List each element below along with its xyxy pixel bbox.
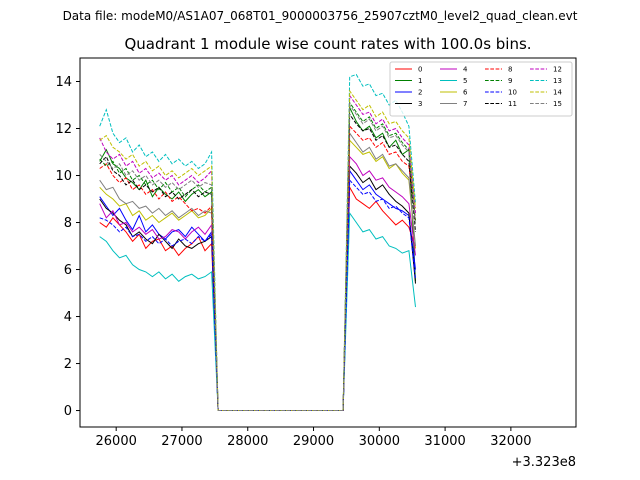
- series-line-11: [99, 112, 416, 411]
- legend-label-9: 9: [508, 77, 512, 85]
- series-line-10: [99, 178, 416, 411]
- y-tick-label: 2: [64, 357, 72, 372]
- x-offset-label: +3.323e8: [512, 455, 576, 470]
- x-tick-label: 26000: [96, 434, 137, 449]
- legend-label-1: 1: [418, 77, 422, 85]
- series-line-14: [99, 89, 416, 411]
- y-tick-label: 12: [55, 122, 72, 137]
- x-tick-label: 29000: [293, 434, 334, 449]
- series-line-0: [99, 185, 416, 411]
- chart-title: Quadrant 1 module wise count rates with …: [124, 35, 531, 53]
- legend-label-6: 6: [463, 89, 468, 97]
- legend-label-2: 2: [418, 89, 422, 97]
- legend-label-8: 8: [508, 66, 512, 74]
- y-tick-label: 14: [55, 75, 72, 90]
- series-line-8: [99, 124, 416, 411]
- legend-box: [389, 61, 573, 117]
- y-tick-label: 4: [64, 310, 72, 325]
- legend-label-10: 10: [508, 89, 517, 97]
- series-line-9: [99, 101, 416, 411]
- series-line-12: [99, 94, 416, 411]
- legend-label-5: 5: [463, 77, 467, 85]
- series-lines: [99, 73, 416, 411]
- legend-label-13: 13: [553, 77, 562, 85]
- y-tick-label: 6: [64, 263, 72, 278]
- series-line-4: [99, 155, 416, 411]
- legend-label-7: 7: [463, 100, 467, 108]
- x-tick-label: 28000: [227, 434, 268, 449]
- series-line-13: [99, 73, 416, 411]
- legend-label-0: 0: [418, 66, 422, 74]
- x-tick-label: 31000: [424, 434, 465, 449]
- x-tick-label: 30000: [359, 434, 400, 449]
- axes-frame: [79, 57, 577, 428]
- legend-label-3: 3: [418, 100, 422, 108]
- y-tick-label: 8: [64, 216, 72, 231]
- legend-label-4: 4: [463, 66, 468, 74]
- y-tick-label: 10: [55, 169, 72, 184]
- legend-label-12: 12: [553, 66, 562, 74]
- series-line-3: [99, 164, 416, 411]
- plot-area: 26000 27000 28000 29000 30000 31000 32000 0 2 4 6 8…: [55, 57, 577, 449]
- y-tick-label: 0: [64, 404, 72, 419]
- series-line-7: [99, 131, 416, 411]
- legend-label-15: 15: [553, 100, 562, 108]
- series-line-6: [99, 139, 416, 411]
- x-tick-label: 32000: [490, 434, 531, 449]
- x-tick-label: 27000: [161, 434, 202, 449]
- series-line-5: [99, 211, 416, 411]
- suptitle: Data file: modeM0/AS1A07_068T01_90000037…: [63, 9, 578, 23]
- legend-label-11: 11: [508, 100, 517, 108]
- series-line-15: [99, 103, 416, 411]
- legend-label-14: 14: [553, 89, 562, 97]
